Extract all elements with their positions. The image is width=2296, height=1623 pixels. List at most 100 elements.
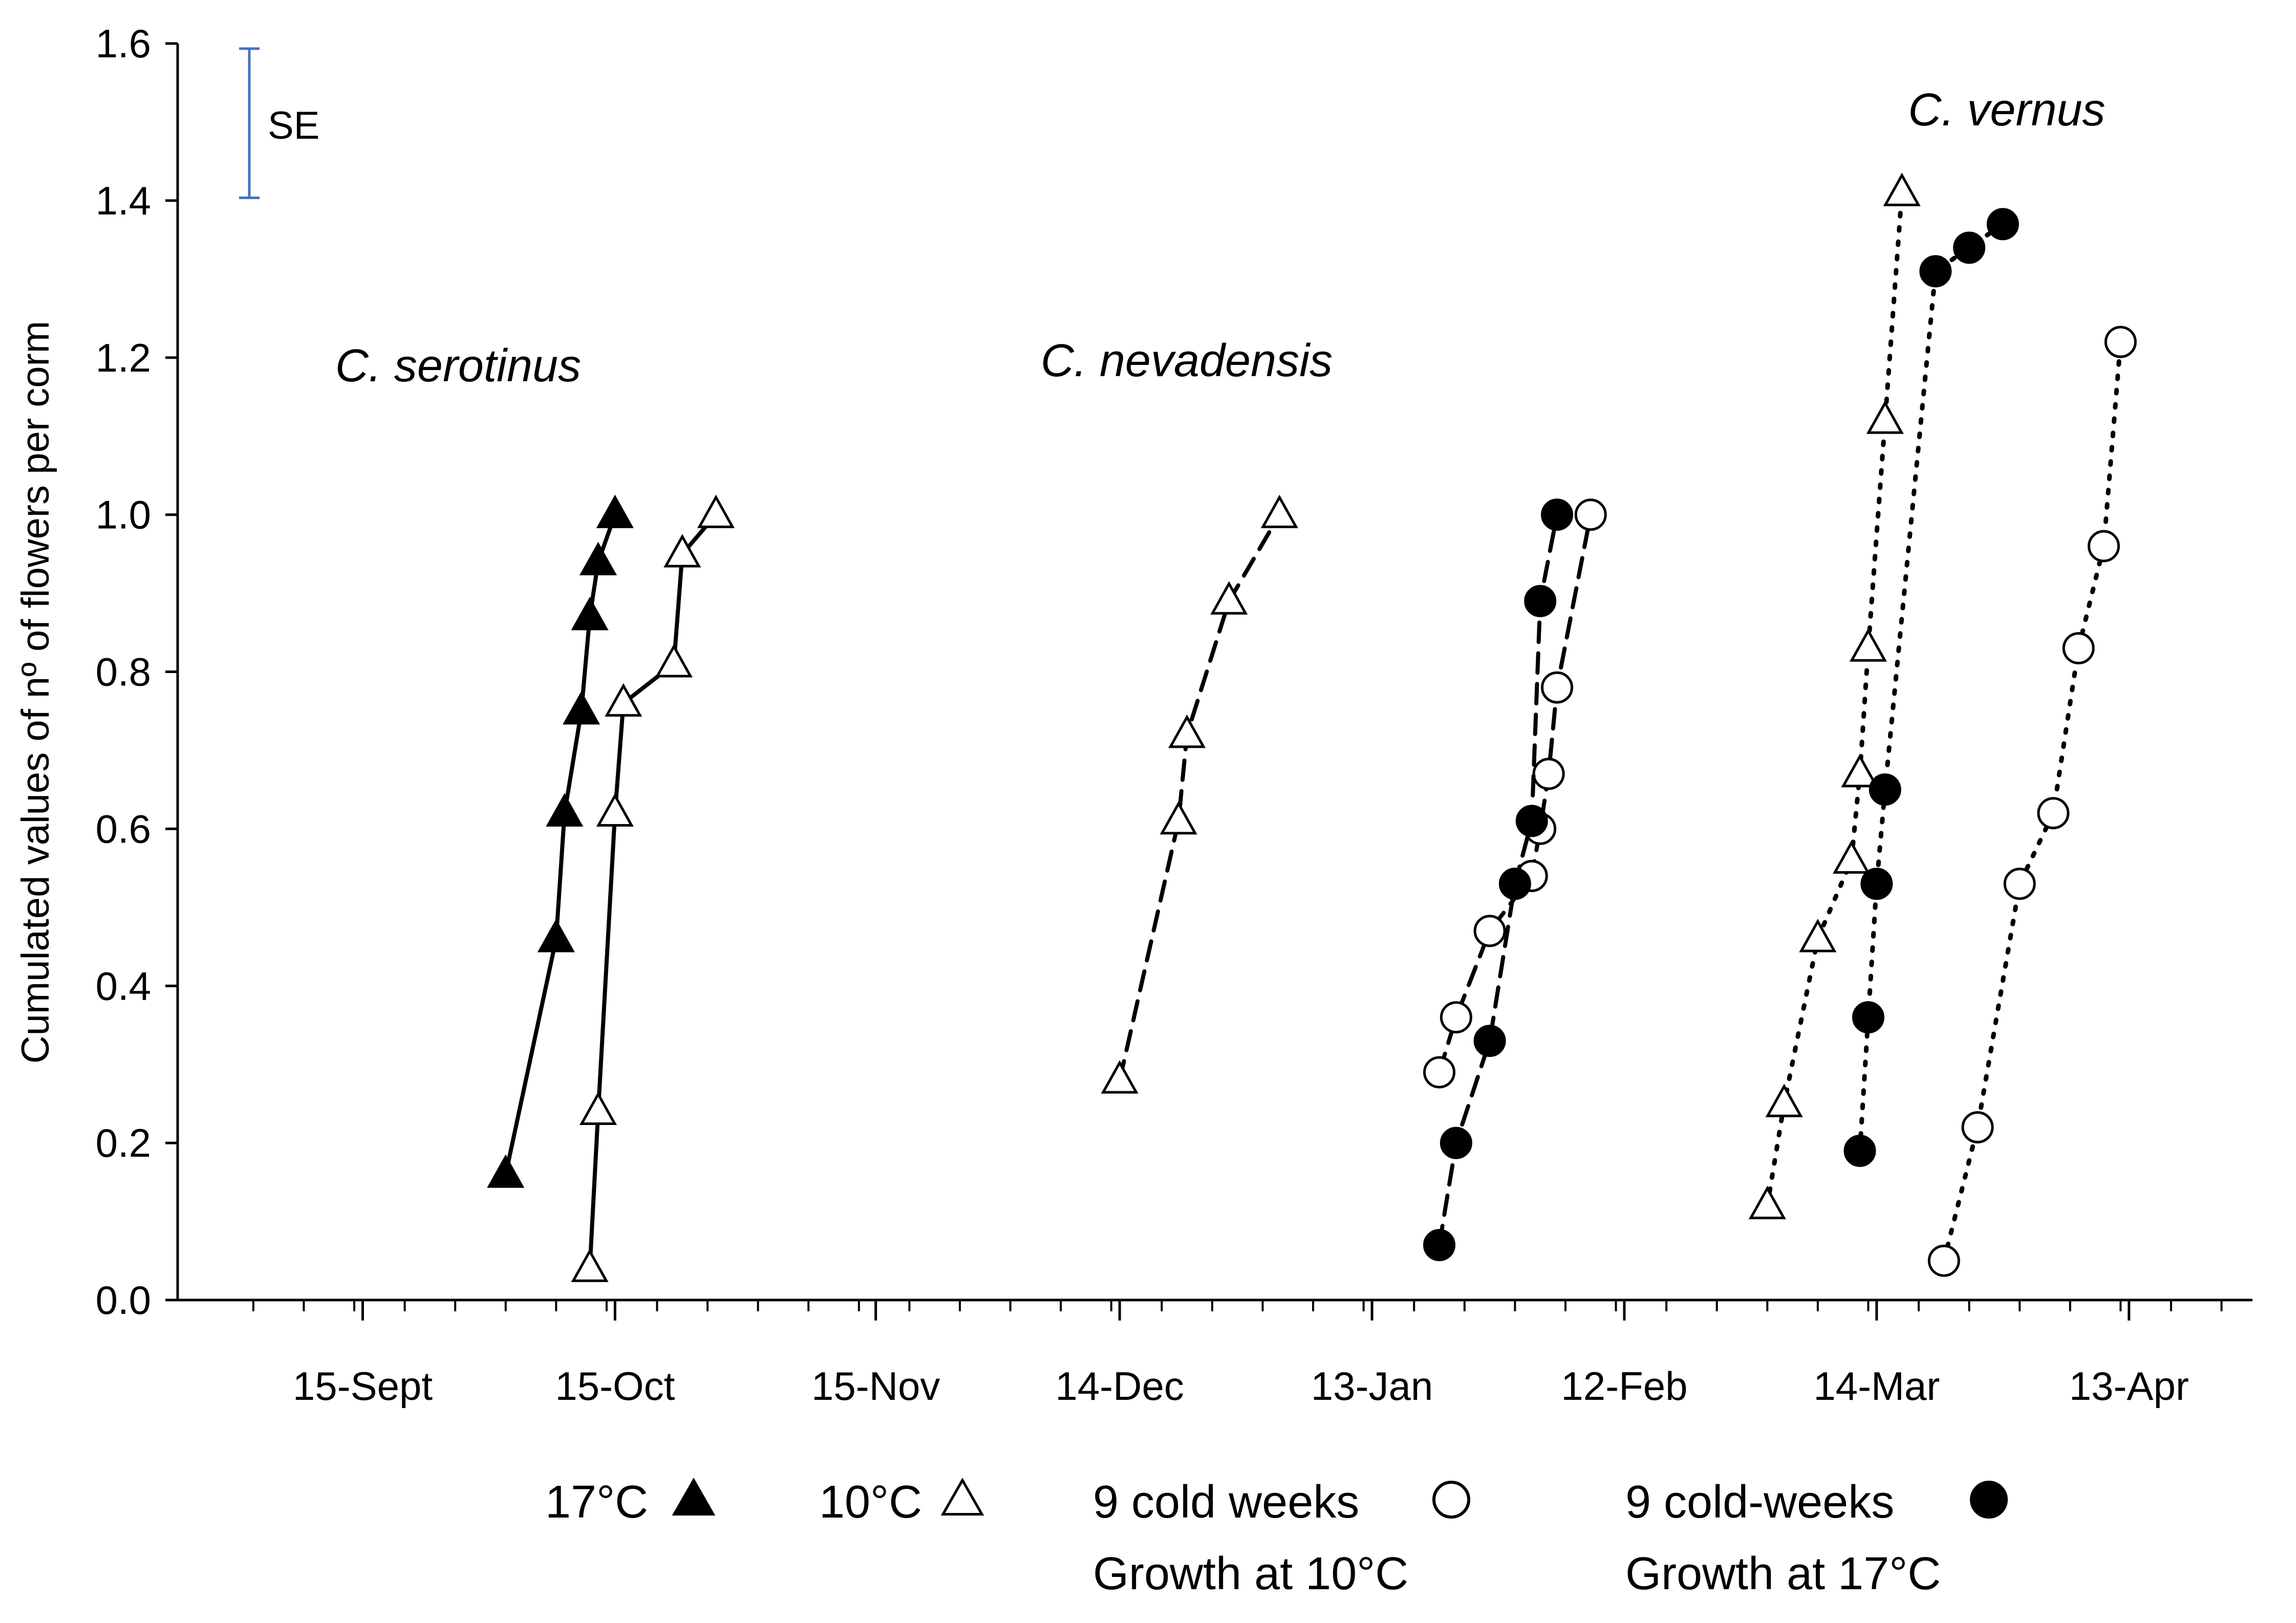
data-point [1168, 715, 1206, 748]
data-point [1860, 868, 1893, 900]
x-tick-label: 15-Oct [555, 1364, 675, 1409]
data-point [697, 494, 735, 528]
legend-marker [940, 1477, 984, 1516]
data-point [1101, 1060, 1139, 1094]
se-label: SE [268, 104, 319, 147]
data-point [1440, 1001, 1472, 1034]
data-point [2062, 632, 2095, 664]
data-point [596, 793, 634, 827]
legend-sublabel: Growth at 10°C [1093, 1548, 1408, 1599]
data-point [563, 691, 600, 725]
series-0 [487, 494, 634, 1188]
data-point [655, 644, 693, 678]
data-point [596, 494, 634, 528]
legend-label: 9 cold weeks [1093, 1477, 1359, 1528]
data-point [1423, 1229, 1455, 1262]
legend-marker [1432, 1481, 1470, 1519]
y-tick-label: 1.4 [96, 178, 151, 223]
data-point [579, 542, 617, 575]
data-point [571, 1248, 609, 1282]
species-label: C. serotinus [335, 340, 581, 392]
y-tick-label: 0.6 [96, 806, 151, 851]
legend-label: 17°C [545, 1477, 648, 1528]
x-tick-label: 15-Nov [811, 1364, 940, 1409]
data-point [1986, 208, 2019, 241]
data-point [1440, 1127, 1472, 1159]
axes-layer [165, 42, 2252, 1321]
data-point [1765, 1084, 1803, 1117]
x-tick-label: 13-Apr [2069, 1364, 2189, 1409]
y-tick-label: 0.0 [96, 1278, 151, 1323]
legend-label: 9 cold-weeks [1625, 1477, 1894, 1528]
data-point [1961, 1111, 1994, 1143]
data-point [1515, 805, 1548, 837]
series-line [1118, 512, 1282, 1083]
x-tick-label: 14-Mar [1813, 1364, 1940, 1409]
data-point [2037, 797, 2070, 830]
data-point [1799, 919, 1837, 953]
data-point [546, 793, 584, 827]
data-point [487, 1154, 525, 1188]
y-tick-label: 1.6 [96, 21, 151, 66]
x-tick-label: 13-Jan [1311, 1364, 1433, 1409]
data-point [1541, 499, 1574, 531]
data-point [2003, 868, 2036, 900]
data-point [1883, 172, 1921, 206]
species-label: C. vernus [1908, 84, 2105, 136]
data-point [605, 683, 642, 717]
data-point [2087, 530, 2120, 562]
data-point [1160, 800, 1197, 835]
data-point [1473, 915, 1506, 947]
legend-marker [1970, 1481, 2008, 1519]
data-point [1919, 255, 1952, 288]
series-line [588, 512, 718, 1271]
legend-item: 9 cold weeks Growth at 10°C [1093, 1477, 1470, 1599]
labels-layer: 0.0 0.2 0.4 0.6 0.8 1.0 1.2 1.4 1.6 15-Sept 15-Oct… [14, 21, 2189, 1599]
y-tick-label: 0.2 [96, 1120, 151, 1165]
data-point [1866, 400, 1904, 434]
data-point [1843, 1134, 1876, 1167]
species-label: C. nevadensis [1041, 335, 1333, 386]
series-7 [1927, 326, 2137, 1277]
data-point [1532, 758, 1565, 790]
x-tick-label: 15-Sept [293, 1364, 433, 1409]
y-tick-label: 1.0 [96, 492, 151, 537]
data-point [1869, 773, 1901, 806]
data-point [1953, 231, 1986, 264]
legend-label: 10°C [819, 1477, 922, 1528]
data-point [1210, 581, 1248, 615]
series-6 [1843, 208, 2019, 1167]
y-axis-title: Cumulated values of nº of flowers per co… [14, 321, 57, 1064]
data-point [571, 596, 609, 631]
series-4 [1423, 499, 1574, 1262]
series-layer [487, 172, 2137, 1282]
series-line [1765, 190, 1904, 1208]
data-point [1541, 671, 1574, 704]
data-point [1524, 585, 1557, 617]
series-3 [1423, 499, 1607, 1089]
legend-marker [672, 1477, 716, 1516]
data-point [663, 534, 701, 568]
data-point [1841, 753, 1879, 788]
data-point [579, 1091, 617, 1126]
series-line [1437, 512, 1593, 1075]
y-tick-label: 1.2 [96, 335, 151, 380]
data-point [1260, 494, 1298, 528]
series-1 [571, 494, 735, 1282]
data-point [1927, 1244, 1960, 1277]
data-point [1473, 1025, 1506, 1057]
series-2 [1101, 494, 1298, 1094]
y-tick-label: 0.4 [96, 963, 151, 1008]
data-point [1748, 1185, 1786, 1220]
legend-item: 10°C [819, 1477, 984, 1528]
data-point [1498, 868, 1531, 900]
data-point [1423, 1056, 1455, 1089]
x-tick-label: 14-Dec [1055, 1364, 1184, 1409]
x-tick-label: 12-Feb [1561, 1364, 1687, 1409]
legend-item: 17°C [545, 1477, 716, 1528]
legend-item: 9 cold-weeks Growth at 17°C [1625, 1477, 2008, 1599]
data-point [1849, 628, 1887, 662]
data-point [1833, 840, 1871, 874]
y-tick-label: 0.8 [96, 650, 151, 695]
